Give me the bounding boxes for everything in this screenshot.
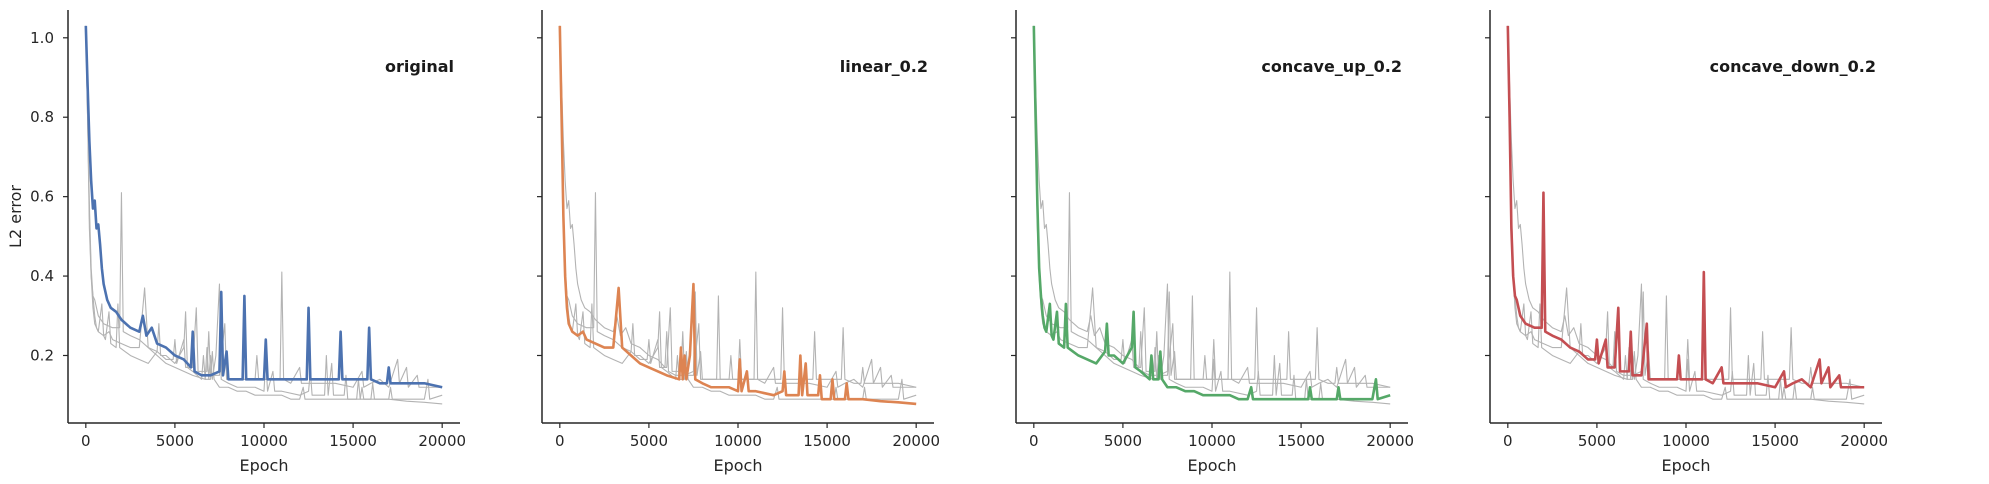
x-tick-label: 10000 xyxy=(240,432,288,450)
x-tick-label: 0 xyxy=(81,432,91,450)
x-axis-label: Epoch xyxy=(240,456,289,475)
background-series-line xyxy=(85,25,443,405)
panel-concave_up_0.2: 0 5000 10000 15000 20000 Epoch concave_up_0.2 xyxy=(1011,10,1414,475)
x-tick-label: 10000 xyxy=(714,432,762,450)
y-tick-label: 1.0 xyxy=(30,29,54,47)
x-tick-label: 20000 xyxy=(418,432,466,450)
background-series-line xyxy=(559,25,917,388)
y-tick-label: 0.8 xyxy=(30,108,54,126)
x-tick-label: 15000 xyxy=(1751,432,1799,450)
background-series-line xyxy=(1507,25,1865,388)
y-tick-label: 0.2 xyxy=(30,346,54,364)
x-tick-label: 20000 xyxy=(892,432,940,450)
x-tick-label: 5000 xyxy=(1104,432,1142,450)
x-axis-label: Epoch xyxy=(714,456,763,475)
background-series-line xyxy=(1507,25,1865,400)
series-line-concave_up_0.2 xyxy=(1032,25,1391,401)
x-axis-label: Epoch xyxy=(1188,456,1237,475)
x-tick-label: 20000 xyxy=(1840,432,1888,450)
x-tick-label: 10000 xyxy=(1662,432,1710,450)
y-tick-label: 0.4 xyxy=(30,267,54,285)
background-series-line xyxy=(1507,25,1865,405)
x-tick-label: 0 xyxy=(1503,432,1513,450)
x-tick-label: 5000 xyxy=(630,432,668,450)
x-tick-label: 15000 xyxy=(329,432,377,450)
y-tick-label: 0.6 xyxy=(30,188,54,206)
x-axis-label: Epoch xyxy=(1662,456,1711,475)
panel-title: concave_up_0.2 xyxy=(1261,57,1402,76)
panel-title: linear_0.2 xyxy=(840,57,928,76)
x-tick-label: 15000 xyxy=(803,432,851,450)
background-series-line xyxy=(85,25,443,400)
series-line-concave_down_0.2 xyxy=(1506,25,1865,389)
panel-title: original xyxy=(385,57,454,76)
x-tick-label: 10000 xyxy=(1188,432,1236,450)
x-tick-label: 15000 xyxy=(1277,432,1325,450)
background-series-line xyxy=(85,25,443,388)
background-series-line xyxy=(1033,25,1391,405)
y-axis-label: L2 error xyxy=(6,185,25,248)
x-tick-label: 0 xyxy=(1029,432,1039,450)
panel-linear_0.2: 0 5000 10000 15000 20000 Epoch linear_0.2 xyxy=(537,10,940,475)
x-tick-label: 0 xyxy=(555,432,565,450)
x-tick-label: 5000 xyxy=(156,432,194,450)
background-series-line xyxy=(1033,25,1391,388)
background-series-line xyxy=(559,25,917,388)
x-tick-label: 5000 xyxy=(1578,432,1616,450)
series-line-linear_0.2 xyxy=(558,25,917,406)
series-line-original xyxy=(84,25,443,389)
panel-concave_down_0.2: 0 5000 10000 15000 20000 Epoch concave_down_0.… xyxy=(1485,10,1888,475)
x-tick-label: 20000 xyxy=(1366,432,1414,450)
panel-title: concave_down_0.2 xyxy=(1710,57,1876,76)
background-series-line xyxy=(1033,25,1391,388)
panel-original: 0 5000 10000 15000 20000 Epoch 0.2 0.4 0.6 0.8 1.0… xyxy=(6,10,466,475)
